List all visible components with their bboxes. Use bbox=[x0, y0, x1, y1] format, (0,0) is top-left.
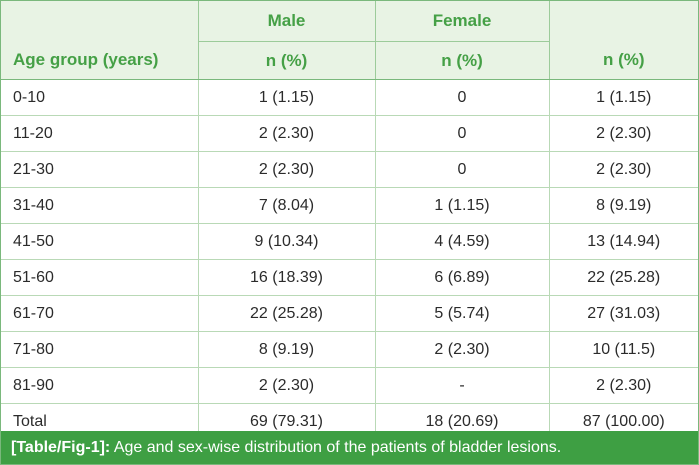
cell-female: 2 (2.30) bbox=[375, 331, 550, 368]
cell-male: 2 (2.30) bbox=[198, 115, 376, 152]
cell-male: 2 (2.30) bbox=[198, 151, 376, 188]
table-row: 0-10 1 (1.15) 0 1 (1.15) bbox=[1, 79, 698, 116]
table-row: 61-70 22 (25.28) 5 (5.74) 27 (31.03) bbox=[1, 295, 698, 332]
cell-age: 71-80 bbox=[1, 331, 199, 368]
cell-male: 22 (25.28) bbox=[198, 295, 376, 332]
cell-total: 10 (11.5) bbox=[549, 331, 698, 368]
table-row: 31-40 7 (8.04) 1 (1.15) 8 (9.19) bbox=[1, 187, 698, 224]
cell-total: 87 (100.00) bbox=[582, 412, 665, 430]
caption-text: Age and sex-wise distribution of the pat… bbox=[110, 439, 562, 456]
distribution-table: Male Female Age group (years) n (%) n (%… bbox=[1, 1, 698, 439]
cell-female: 6 (6.89) bbox=[375, 259, 550, 296]
table-row: 71-80 8 (9.19) 2 (2.30) 10 (11.5) bbox=[1, 331, 698, 368]
header-male: Male bbox=[198, 1, 376, 42]
table-row: 11-20 2 (2.30) 0 2 (2.30) bbox=[1, 115, 698, 152]
cell-male: 1 (1.15) bbox=[198, 79, 376, 116]
table-row: 81-90 2 (2.30) - 2 (2.30) bbox=[1, 367, 698, 404]
cell-total: 1 (1.15) bbox=[549, 79, 698, 116]
table-row: 51-60 16 (18.39) 6 (6.89) 22 (25.28) bbox=[1, 259, 698, 296]
table-body: 0-10 1 (1.15) 0 1 (1.15) 11-20 2 (2.30) … bbox=[1, 79, 698, 439]
header-row-groups: Male Female bbox=[1, 1, 698, 42]
header-total-n: n (%) bbox=[549, 41, 698, 80]
caption-tag: [Table/Fig-1]: bbox=[11, 439, 111, 456]
cell-total: 2 (2.30) bbox=[549, 151, 698, 188]
header-female-n: n (%) bbox=[375, 41, 550, 80]
cell-total: 2 (2.30) bbox=[549, 367, 698, 404]
header-age-group: Age group (years) bbox=[1, 41, 199, 80]
cell-male: 16 (18.39) bbox=[198, 259, 376, 296]
header-blank-left bbox=[1, 1, 199, 42]
cell-age: 11-20 bbox=[1, 115, 199, 152]
cell-age: 21-30 bbox=[1, 151, 199, 188]
cell-female: - bbox=[375, 367, 550, 404]
cell-male: 7 (8.04) bbox=[198, 187, 376, 224]
cell-age: 51-60 bbox=[1, 259, 199, 296]
cell-total: 27 (31.03) bbox=[549, 295, 698, 332]
table-row: 21-30 2 (2.30) 0 2 (2.30) bbox=[1, 151, 698, 188]
cell-female: 5 (5.74) bbox=[375, 295, 550, 332]
header-blank-right bbox=[549, 1, 698, 42]
cell-male: 8 (9.19) bbox=[198, 331, 376, 368]
cell-age: 41-50 bbox=[1, 223, 199, 260]
cell-total: 13 (14.94) bbox=[549, 223, 698, 260]
cell-female: 0 bbox=[375, 79, 550, 116]
header-male-n: n (%) bbox=[198, 41, 376, 80]
cell-male: 9 (10.34) bbox=[198, 223, 376, 260]
cell-female: 0 bbox=[375, 151, 550, 188]
cell-age: 81-90 bbox=[1, 367, 199, 404]
table-row: 41-50 9 (10.34) 4 (4.59) 13 (14.94) bbox=[1, 223, 698, 260]
cell-female: 1 (1.15) bbox=[375, 187, 550, 224]
header-row-columns: Age group (years) n (%) n (%) n (%) bbox=[1, 41, 698, 80]
cell-age: 61-70 bbox=[1, 295, 199, 332]
header-female: Female bbox=[375, 1, 550, 42]
cell-female: 0 bbox=[375, 115, 550, 152]
cell-age: 31-40 bbox=[1, 187, 199, 224]
table-header: Male Female Age group (years) n (%) n (%… bbox=[1, 1, 698, 80]
cell-total: 22 (25.28) bbox=[549, 259, 698, 296]
cell-total: 2 (2.30) bbox=[549, 115, 698, 152]
cell-female: 4 (4.59) bbox=[375, 223, 550, 260]
cell-male: 2 (2.30) bbox=[198, 367, 376, 404]
cell-total: 8 (9.19) bbox=[549, 187, 698, 224]
cell-age: 0-10 bbox=[1, 79, 199, 116]
figure-caption: [Table/Fig-1]: Age and sex-wise distribu… bbox=[1, 431, 698, 464]
